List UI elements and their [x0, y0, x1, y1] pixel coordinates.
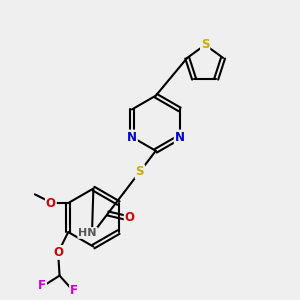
Text: O: O — [125, 212, 135, 224]
Text: F: F — [70, 284, 78, 297]
Text: S: S — [201, 38, 209, 51]
Text: N: N — [175, 130, 185, 143]
Text: O: O — [53, 246, 63, 259]
Text: F: F — [38, 279, 46, 292]
Text: O: O — [46, 196, 56, 210]
Text: N: N — [127, 130, 137, 143]
Text: HN: HN — [78, 228, 97, 238]
Text: S: S — [136, 165, 144, 178]
